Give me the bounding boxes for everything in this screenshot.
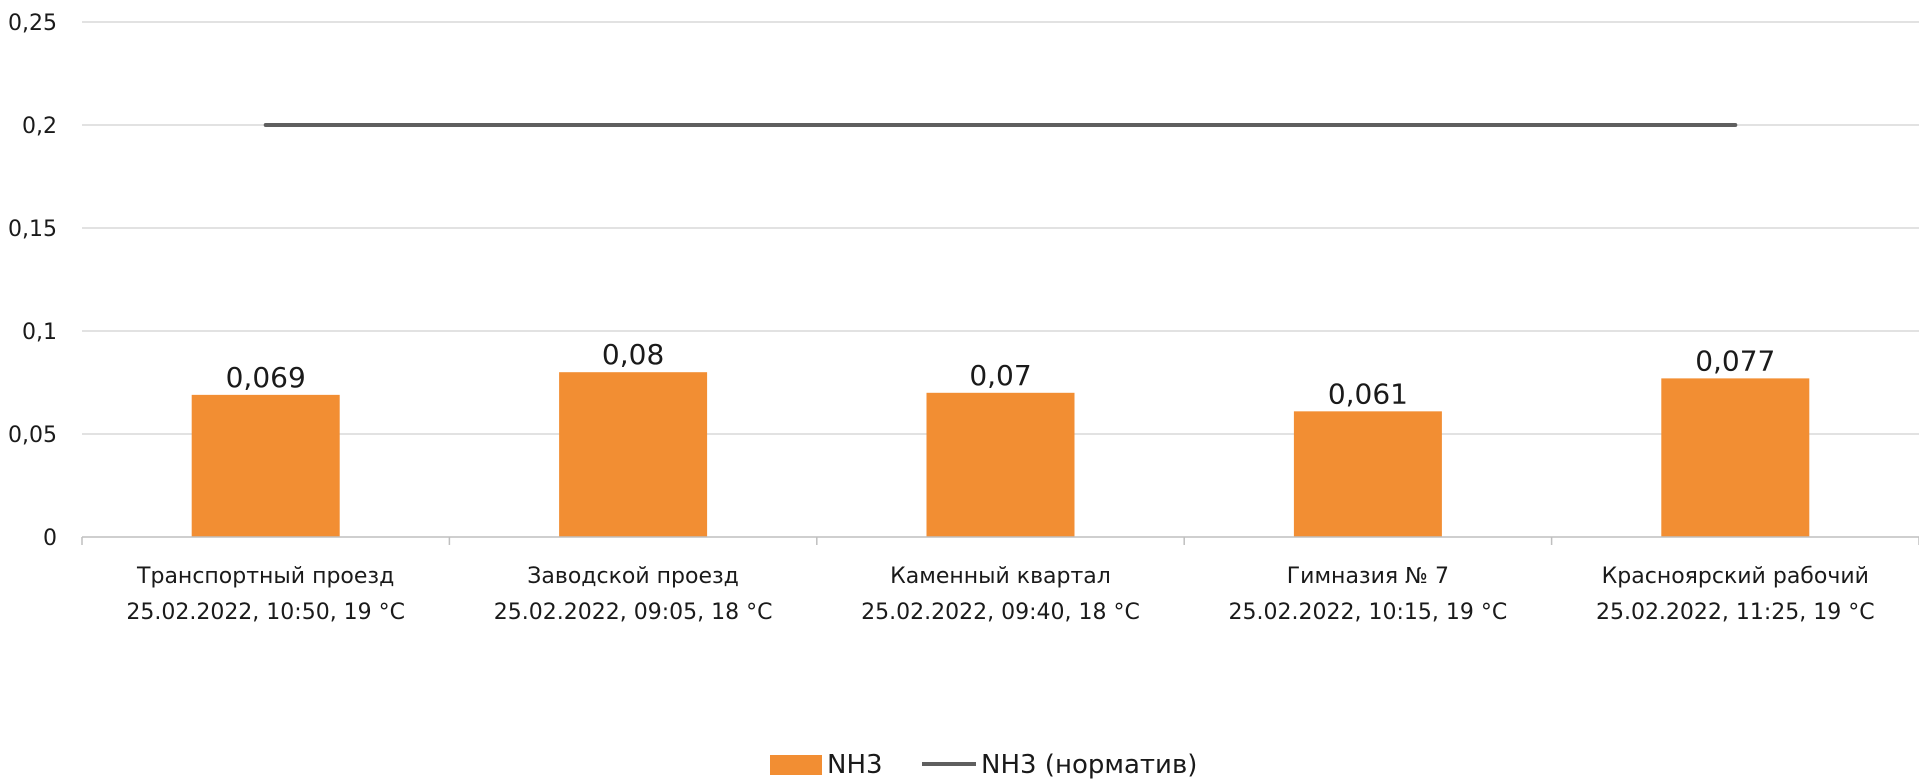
x-category-label: 25.02.2022, 11:25, 19 °C (1596, 600, 1875, 625)
legend-label-norm: NH3 (норматив) (981, 750, 1197, 779)
bar-data-label: 0,08 (602, 338, 664, 371)
x-category-label: 25.02.2022, 10:50, 19 °C (126, 600, 405, 625)
x-category-label: 25.02.2022, 09:40, 18 °C (861, 600, 1140, 625)
bar-data-label: 0,077 (1695, 344, 1775, 377)
bar (191, 394, 340, 537)
legend-swatch-nh3 (770, 755, 822, 775)
x-category-label: Транспортный проезд (136, 564, 394, 589)
legend-label-nh3: NH3 (827, 750, 883, 779)
x-category-label: 25.02.2022, 09:05, 18 °C (494, 600, 773, 625)
bar-data-label: 0,061 (1328, 377, 1408, 410)
y-tick-label: 0,15 (8, 217, 57, 242)
y-tick-label: 0,1 (22, 320, 57, 345)
legend: NH3 NH3 (норматив) (770, 750, 1197, 779)
x-category-label: Красноярский рабочий (1602, 564, 1869, 589)
x-axis: Транспортный проезд 25.02.2022, 10:50, 19… (81, 536, 1919, 625)
bars (191, 372, 1810, 537)
bar (1293, 411, 1442, 537)
y-tick-label: 0,05 (8, 423, 57, 448)
y-tick-label: 0 (43, 526, 57, 551)
x-category-label: Каменный квартал (890, 564, 1111, 589)
bar-data-label: 0,069 (226, 361, 306, 394)
y-tick-label: 0,2 (22, 114, 57, 139)
x-category-label: Заводской проезд (527, 564, 739, 589)
x-category-label: Гимназия № 7 (1287, 564, 1449, 589)
bar-data-label: 0,07 (969, 359, 1031, 392)
data-labels: 0,069 0,08 0,07 0,061 0,077 (226, 338, 1776, 410)
bar (559, 372, 708, 537)
bar (1661, 378, 1810, 537)
y-tick-label: 0,25 (8, 11, 57, 36)
y-axis-tick-labels: 0 0,05 0,1 0,15 0,2 0,25 (8, 11, 57, 551)
bar (926, 392, 1075, 537)
x-category-label: 25.02.2022, 10:15, 19 °C (1229, 600, 1508, 625)
